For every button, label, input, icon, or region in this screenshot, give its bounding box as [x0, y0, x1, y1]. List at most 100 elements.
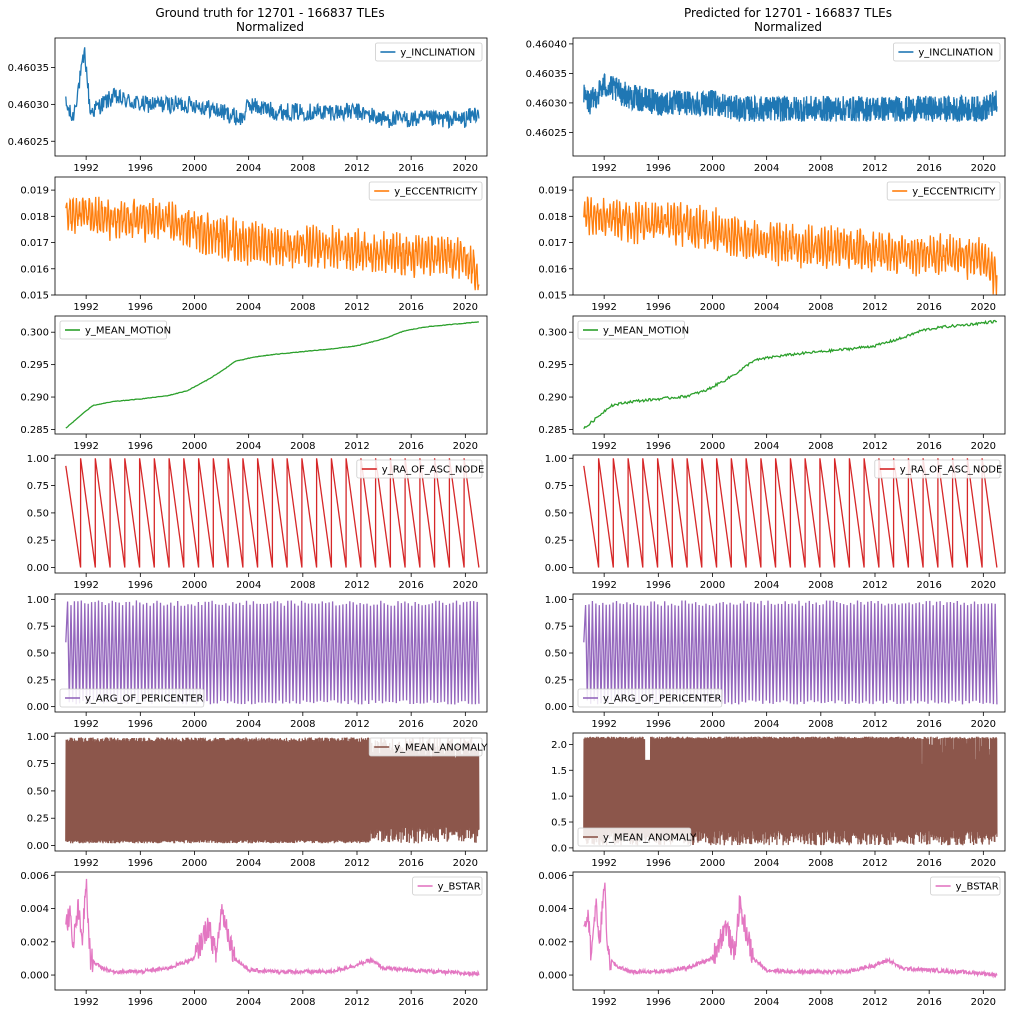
legend-box	[59, 320, 167, 340]
plot-frame	[572, 732, 1006, 852]
y-tick-label: 0.015	[538, 291, 567, 302]
x-tick-label: 2008	[290, 719, 315, 730]
panel-gt-ra-of-asc-node: 1992 1996 2000 2004 2008 2012 2016 2020 0.00 0.25…	[27, 454, 488, 591]
y-tick-label: 1.00	[27, 454, 49, 465]
plot-frame	[572, 454, 1006, 574]
x-tick-label: 1992	[73, 302, 98, 313]
y-tick-label: 0.019	[20, 186, 49, 197]
x-tick-label: 2008	[290, 163, 315, 174]
plot-frame	[572, 176, 1006, 296]
y-tick-label: 0.46030	[526, 98, 567, 109]
x-tick-label: 2020	[971, 997, 996, 1008]
plot-frame	[54, 871, 488, 991]
series-line-pred-inclination	[583, 73, 998, 122]
y-tick-label: 0.300	[538, 328, 567, 339]
x-tick-label: 2012	[862, 580, 887, 591]
x-tick-label: 2004	[236, 302, 261, 313]
legend-box	[886, 181, 1001, 201]
y-tick-label: 0.46040	[526, 39, 567, 50]
x-tick-label: 2020	[453, 580, 478, 591]
legend-box	[893, 42, 1001, 62]
x-tick-label: 1996	[646, 997, 671, 1008]
y-tick-label: 0.002	[20, 937, 49, 948]
x-tick-label: 2004	[236, 719, 261, 730]
x-tick-label: 2012	[862, 719, 887, 730]
y-tick-label: 0.290	[538, 393, 567, 404]
x-tick-label: 2008	[808, 163, 833, 174]
y-tick-label: 0.018	[20, 212, 49, 223]
y-tick-label: 0.019	[538, 186, 567, 197]
y-tick-label: 0.00	[27, 841, 49, 852]
x-tick-label: 2012	[862, 302, 887, 313]
y-tick-label: 0.25	[545, 675, 567, 686]
x-tick-label: 2016	[916, 580, 941, 591]
right-title-line-2: Normalized	[753, 20, 823, 34]
x-tick-label: 2008	[290, 858, 315, 869]
x-tick-label: 2004	[236, 580, 261, 591]
legend-label: y_ECCENTRICITY	[912, 187, 996, 198]
x-tick-label: 2020	[453, 858, 478, 869]
y-tick-label: 0.285	[20, 425, 49, 436]
x-tick-label: 2000	[700, 163, 725, 174]
y-tick-label: 0.00	[27, 563, 49, 574]
legend-label: y_MEAN_ANOMALY	[603, 833, 697, 844]
x-tick-label: 2016	[916, 719, 941, 730]
x-tick-label: 2016	[398, 858, 423, 869]
x-tick-label: 2000	[182, 302, 207, 313]
y-tick-label: 0.285	[538, 425, 567, 436]
legend: y_MEAN_ANOMALY	[368, 737, 488, 757]
x-tick-label: 2000	[182, 858, 207, 869]
y-tick-label: 0.75	[545, 481, 567, 492]
y-tick-label: 0.50	[545, 508, 567, 519]
legend: y_INCLINATION	[374, 42, 483, 62]
y-tick-label: 0.300	[20, 328, 49, 339]
panel-pred-arg-of-pericenter: 1992 1996 2000 2004 2008 2012 2016 2020 0.00 0.25…	[545, 593, 1006, 730]
x-tick-label: 1992	[73, 719, 98, 730]
panel-pred-mean-anomaly: 1992 1996 2000 2004 2008 2012 2016 2020 0.0 0.5 1.…	[551, 732, 1006, 869]
legend: y_MEAN_MOTION	[59, 320, 171, 340]
x-tick-label: 2016	[916, 163, 941, 174]
x-tick-label: 2004	[754, 441, 779, 452]
x-tick-label: 1992	[73, 580, 98, 591]
x-tick-label: 2016	[398, 441, 423, 452]
legend-label: y_ECCENTRICITY	[394, 187, 478, 198]
y-tick-label: 0.46035	[8, 63, 49, 74]
x-tick-label: 2004	[236, 441, 261, 452]
y-tick-label: 0.25	[27, 536, 49, 547]
y-tick-label: 0.00	[545, 563, 567, 574]
y-tick-label: 0.290	[20, 393, 49, 404]
x-tick-label: 2020	[971, 441, 996, 452]
y-tick-label: 0.295	[538, 360, 567, 371]
legend: y_ECCENTRICITY	[886, 181, 1001, 201]
y-tick-label: 0.50	[27, 508, 49, 519]
x-tick-label: 1996	[646, 302, 671, 313]
series-line-gt-bstar	[65, 878, 480, 978]
x-tick-label: 2020	[971, 719, 996, 730]
y-tick-label: 0.006	[538, 871, 567, 882]
x-tick-label: 2016	[916, 441, 941, 452]
x-tick-label: 2004	[754, 997, 779, 1008]
x-tick-label: 2012	[344, 441, 369, 452]
series-line-pred-mean-anomaly	[583, 736, 998, 846]
x-tick-label: 2016	[916, 997, 941, 1008]
x-tick-label: 2004	[754, 580, 779, 591]
x-tick-label: 2008	[290, 997, 315, 1008]
x-tick-label: 2008	[290, 580, 315, 591]
x-tick-label: 1996	[646, 580, 671, 591]
plot-frame	[572, 37, 1006, 157]
x-tick-label: 1992	[73, 163, 98, 174]
x-tick-label: 2020	[971, 302, 996, 313]
y-tick-label: 0.46025	[526, 128, 567, 139]
x-tick-label: 2016	[916, 858, 941, 869]
x-tick-label: 1992	[73, 997, 98, 1008]
x-tick-label: 2008	[808, 441, 833, 452]
legend-label: y_INCLINATION	[918, 48, 993, 59]
x-tick-label: 2000	[700, 580, 725, 591]
panel-gt-inclination: 1992 1996 2000 2004 2008 2012 2016 2020 0.46025 0…	[8, 37, 488, 174]
plot-frame	[54, 315, 488, 435]
x-tick-label: 2000	[182, 580, 207, 591]
legend-label: y_BSTAR	[438, 882, 481, 893]
left-column-title: Ground truth for 12701 - 166837 TLEs Nor…	[60, 6, 480, 34]
legend-label: y_MEAN_ANOMALY	[394, 743, 488, 754]
